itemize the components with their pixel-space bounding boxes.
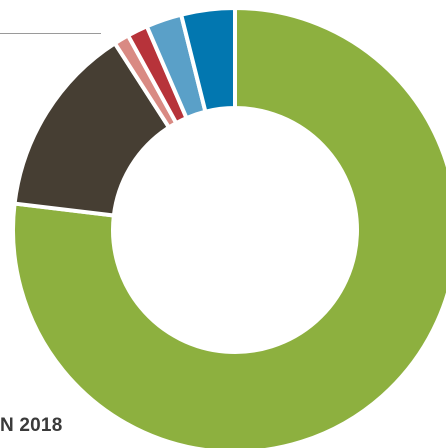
leader-line: [0, 33, 101, 34]
donut-slice-6: [178, 5, 237, 115]
chart-caption: N 2018: [0, 415, 63, 436]
donut-slice-1: [11, 5, 446, 448]
